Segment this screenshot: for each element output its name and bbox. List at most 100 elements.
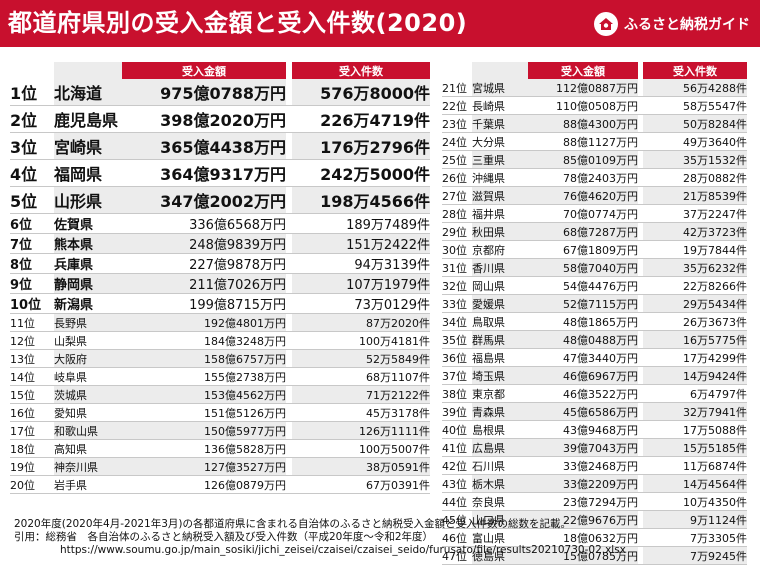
- table-row: 23位 千葉県 88億4300万円 50万8284件: [442, 114, 747, 133]
- count-value: 22万8266件: [643, 276, 747, 295]
- table-row: 18位 高知県 136億5828万円 100万5007件: [10, 439, 430, 458]
- table-row: 27位 滋賀県 76億4620万円 21万8539件: [442, 186, 747, 205]
- rank-label: 18位: [10, 439, 54, 458]
- prefecture-name: 東京都: [472, 384, 528, 403]
- column-gap: [286, 233, 292, 254]
- count-value: 32万7941件: [643, 402, 747, 421]
- column-gap: [638, 420, 643, 439]
- column-gap: [638, 258, 643, 277]
- rank-label: 27位: [442, 186, 472, 205]
- rank-label: 14位: [10, 367, 54, 386]
- table-row: 12位 山梨県 184億3248万円 100万4181件: [10, 331, 430, 350]
- count-value: 50万8284件: [643, 114, 747, 133]
- rank-label: 19位: [10, 457, 54, 476]
- column-gap: [638, 132, 643, 151]
- amount-value: 52億7115万円: [528, 294, 638, 313]
- count-value: 17万5088件: [643, 420, 747, 439]
- count-value: 100万4181件: [292, 331, 430, 350]
- column-gap: [286, 421, 292, 440]
- table-row: 7位 熊本県 248億9839万円 151万2422件: [10, 233, 430, 254]
- prefecture-name: 茨城県: [54, 385, 122, 404]
- prefecture-name: 香川県: [472, 258, 528, 277]
- count-value: 35万6232件: [643, 258, 747, 277]
- column-gap: [286, 186, 292, 214]
- count-value: 100万5007件: [292, 439, 430, 458]
- column-gap: [638, 79, 643, 97]
- rank-label: 5位: [10, 186, 54, 214]
- amount-value: 211億7026万円: [122, 273, 286, 294]
- rank-label: 47位: [442, 546, 472, 565]
- table-row: 26位 沖縄県 78億2403万円 28万0882件: [442, 168, 747, 187]
- rank-label: 31位: [442, 258, 472, 277]
- table-row: 9位 静岡県 211億7026万円 107万1979件: [10, 273, 430, 294]
- count-value: 19万7844件: [643, 240, 747, 259]
- amount-value: 47億3440万円: [528, 348, 638, 367]
- count-value: 49万3640件: [643, 132, 747, 151]
- column-gap: [286, 213, 292, 234]
- amount-value: 23億7294万円: [528, 492, 638, 511]
- column-gap: [286, 475, 292, 494]
- rank-label: 44位: [442, 492, 472, 511]
- table-row: 35位 群馬県 48億0488万円 16万5775件: [442, 330, 747, 349]
- column-gap: [286, 385, 292, 404]
- count-value: 126万1111件: [292, 421, 430, 440]
- prefecture-name: 熊本県: [54, 233, 122, 254]
- column-gap: [638, 204, 643, 223]
- table-row: 6位 佐賀県 336億6568万円 189万7489件: [10, 213, 430, 234]
- table-row: 25位 三重県 85億0109万円 35万1532件: [442, 150, 747, 169]
- count-value: 14万9424件: [643, 366, 747, 385]
- rank-label: 22位: [442, 96, 472, 115]
- prefecture-name: 山形県: [54, 186, 122, 214]
- count-value: 45万3178件: [292, 403, 430, 422]
- rank-label: 38位: [442, 384, 472, 403]
- table-row: 43位 栃木県 33億2209万円 14万4564件: [442, 474, 747, 493]
- column-gap: [286, 457, 292, 476]
- table-row: 5位 山形県 347億2002万円 198万4566件: [10, 186, 430, 214]
- prefecture-name: 長野県: [54, 313, 122, 332]
- rank-label: 3位: [10, 132, 54, 160]
- prefecture-name: 秋田県: [472, 222, 528, 241]
- amount-value: 67億1809万円: [528, 240, 638, 259]
- rank-label: 39位: [442, 402, 472, 421]
- amount-value: 136億5828万円: [122, 439, 286, 458]
- table-row: 4位 福岡県 364億9317万円 242万5000件: [10, 159, 430, 187]
- amount-value: 58億7040万円: [528, 258, 638, 277]
- rank-label: 40位: [442, 420, 472, 439]
- column-gap: [286, 313, 292, 332]
- ranking-table-right: 受入金額 受入件数 21位 宮城県 112億0887万円 56万4288件 22位 長崎県…: [442, 62, 747, 565]
- column-gap: [286, 367, 292, 386]
- column-gap: [638, 240, 643, 259]
- rank-label: 32位: [442, 276, 472, 295]
- column-gap: [638, 276, 643, 295]
- rank-label: 33位: [442, 294, 472, 313]
- table-row: 22位 長崎県 110億0508万円 58万5547件: [442, 96, 747, 115]
- prefecture-name: 福井県: [472, 204, 528, 223]
- amount-value: 68億7287万円: [528, 222, 638, 241]
- table-row: 28位 福井県 70億0774万円 37万2247件: [442, 204, 747, 223]
- count-value: 35万1532件: [643, 150, 747, 169]
- table-row: 11位 長野県 192億4801万円 87万2020件: [10, 313, 430, 332]
- count-value: 6万4797件: [643, 384, 747, 403]
- count-value: 73万0129件: [292, 293, 430, 314]
- table-row: 17位 和歌山県 150億5977万円 126万1111件: [10, 421, 430, 440]
- table-row: 20位 岩手県 126億0879万円 67万0391件: [10, 475, 430, 494]
- column-gap: [286, 273, 292, 294]
- column-gap: [286, 439, 292, 458]
- column-gap: [638, 168, 643, 187]
- footnote: 2020年度(2020年4月-2021年3月)の各都道府県に含まれる自治体のふる…: [14, 518, 626, 557]
- prefecture-name: 沖縄県: [472, 168, 528, 187]
- footnote-description: 2020年度(2020年4月-2021年3月)の各都道府県に含まれる自治体のふる…: [14, 518, 572, 530]
- rank-label: 41位: [442, 438, 472, 457]
- table-row: 8位 兵庫県 227億9878万円 94万3139件: [10, 253, 430, 274]
- rank-label: 45位: [442, 510, 472, 529]
- amount-value: 18億0632万円: [528, 528, 638, 547]
- amount-value: 112億0887万円: [528, 79, 638, 97]
- column-gap: [638, 294, 643, 313]
- column-gap: [638, 312, 643, 331]
- prefecture-name: 千葉県: [472, 114, 528, 133]
- amount-value: 46億3522万円: [528, 384, 638, 403]
- count-value: 189万7489件: [292, 213, 430, 234]
- prefecture-name: 徳島県: [472, 546, 528, 565]
- prefecture-name: 大阪府: [54, 349, 122, 368]
- count-value: 29万5434件: [643, 294, 747, 313]
